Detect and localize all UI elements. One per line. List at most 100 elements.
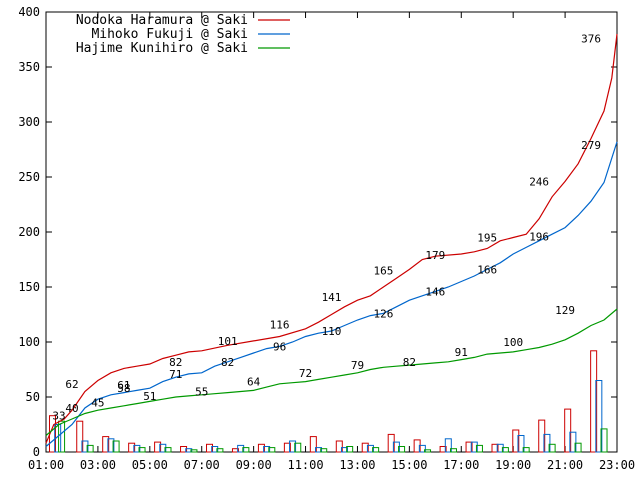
histogram-bar xyxy=(340,447,348,453)
legend-label: Mihoko Fukuji @ Saki xyxy=(91,27,248,42)
data-label: 116 xyxy=(270,318,290,331)
data-label: 279 xyxy=(581,139,601,152)
histogram-bar xyxy=(128,442,136,453)
histogram-bar xyxy=(424,449,432,453)
histogram-bar xyxy=(444,438,452,453)
histogram-bar xyxy=(320,448,328,453)
histogram-bar xyxy=(237,444,245,453)
histogram-bar xyxy=(366,444,374,453)
data-labels: 62 61821011161411651791952463764058718296… xyxy=(52,32,601,422)
data-label: 51 xyxy=(143,390,156,403)
histogram-bar xyxy=(164,447,172,453)
x-tick-label: 03:00 xyxy=(80,458,116,472)
x-tick-label: 01:00 xyxy=(28,458,64,472)
y-tick-label: 100 xyxy=(18,335,40,349)
x-tick-label: 13:00 xyxy=(339,458,375,472)
y-tick-label: 250 xyxy=(18,170,40,184)
data-label: 79 xyxy=(351,359,364,372)
histogram-bar xyxy=(257,443,265,453)
legend-label: Hajime Kunihiro @ Saki xyxy=(76,41,248,56)
y-tick-label: 0 xyxy=(33,445,40,459)
data-label: 58 xyxy=(117,382,130,395)
histogram-bar xyxy=(372,447,380,453)
histogram-bar xyxy=(475,444,483,453)
histogram-bar xyxy=(512,429,520,453)
data-label: 100 xyxy=(503,336,523,349)
histogram-bar xyxy=(138,447,146,453)
histogram-bar xyxy=(522,447,530,453)
histogram-bar xyxy=(268,447,276,453)
data-label: 246 xyxy=(529,175,549,188)
data-label: 55 xyxy=(195,386,208,399)
histogram-bar xyxy=(102,436,110,453)
histogram-bar xyxy=(315,447,323,453)
histogram-bar xyxy=(543,433,551,453)
histogram-bar xyxy=(501,447,509,453)
histogram-bar xyxy=(58,420,66,453)
data-label: 196 xyxy=(529,230,549,243)
data-label: 82 xyxy=(169,356,182,369)
histogram-bar xyxy=(418,444,426,453)
histogram-bar xyxy=(216,448,224,453)
bars xyxy=(48,350,608,453)
x-tick-label: 09:00 xyxy=(236,458,272,472)
histogram-bar xyxy=(574,442,582,453)
histogram-bar xyxy=(569,431,577,453)
histogram-bar xyxy=(491,443,499,453)
y-tick-label: 200 xyxy=(18,225,40,239)
histogram-bar xyxy=(263,446,271,453)
histogram-bar xyxy=(439,446,447,453)
x-tick-label: 21:00 xyxy=(547,458,583,472)
histogram-bar xyxy=(413,439,421,453)
y-tick-label: 300 xyxy=(18,115,40,129)
x-tick-label: 05:00 xyxy=(132,458,168,472)
histogram-bar xyxy=(564,408,572,453)
histogram-bar xyxy=(538,419,546,453)
histogram-bar xyxy=(465,441,473,453)
lines xyxy=(45,33,618,447)
data-label: 71 xyxy=(169,368,182,381)
data-label: 82 xyxy=(403,356,416,369)
data-label: 64 xyxy=(247,376,261,389)
histogram-bar xyxy=(185,448,193,453)
y-tick-label: 350 xyxy=(18,60,40,74)
data-label: 82 xyxy=(221,356,234,369)
data-label: 91 xyxy=(455,346,468,359)
x-tick-label: 19:00 xyxy=(495,458,531,472)
x-tick-label: 17:00 xyxy=(443,458,479,472)
data-label: 110 xyxy=(322,325,342,338)
data-label: 61 xyxy=(117,379,130,392)
histogram-bar xyxy=(289,440,297,453)
histogram-bar xyxy=(154,441,162,453)
data-label: 96 xyxy=(273,340,286,353)
series-line xyxy=(45,33,618,444)
data-label: 33 xyxy=(52,410,65,423)
histogram-bar xyxy=(595,380,603,453)
y-tick-label: 50 xyxy=(26,390,40,404)
histogram-bar xyxy=(398,446,406,453)
histogram-bar xyxy=(159,443,167,453)
histogram-bar xyxy=(590,350,598,453)
histogram-bar xyxy=(496,443,504,453)
histogram-bar xyxy=(242,447,250,453)
y-tick-label: 400 xyxy=(18,5,40,19)
data-label: 146 xyxy=(425,285,445,298)
data-label: 165 xyxy=(373,265,393,278)
series-line xyxy=(45,141,618,447)
histogram-bar xyxy=(133,444,141,453)
histogram-bar xyxy=(294,442,302,453)
histogram-bar xyxy=(470,441,478,453)
histogram-bar xyxy=(86,444,94,453)
legend-label: Nodoka Haramura @ Saki xyxy=(76,13,248,28)
x-tick-label: 11:00 xyxy=(287,458,323,472)
histogram-bar xyxy=(76,420,84,453)
histogram-bar xyxy=(190,449,198,453)
data-label: 72 xyxy=(299,367,312,380)
histogram-bar xyxy=(180,446,188,453)
histogram-bar xyxy=(600,428,608,453)
histogram-bar xyxy=(112,440,120,453)
data-label: 141 xyxy=(322,291,342,304)
histogram-bar xyxy=(107,438,115,453)
